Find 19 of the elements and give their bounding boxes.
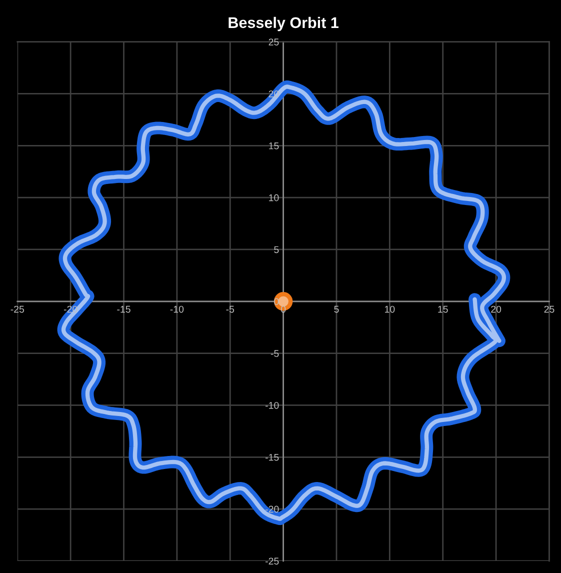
- y-tick-label: 5: [274, 246, 279, 254]
- x-tick-label: 20: [491, 306, 502, 313]
- y-tick-label: -15: [266, 454, 279, 461]
- y-tick-label: 25: [268, 38, 279, 46]
- chart-title: Bessely Orbit 1: [228, 16, 339, 32]
- x-tick-label: -25: [10, 306, 24, 313]
- x-tick-label: 15: [438, 306, 448, 313]
- x-tick-label: 10: [385, 306, 395, 313]
- y-tick-label: -10: [266, 402, 279, 409]
- x-tick-label: 25: [544, 306, 554, 313]
- y-tick-label: -5: [270, 350, 279, 357]
- y-tick-label: 15: [269, 142, 279, 150]
- y-tick-label: -25: [266, 558, 279, 565]
- x-tick-label: -15: [117, 306, 130, 313]
- x-tick-label: -5: [226, 306, 234, 313]
- x-tick-label: 5: [334, 306, 339, 313]
- x-tick-label: -10: [170, 306, 184, 313]
- x-tick-label: -20: [64, 306, 78, 313]
- y-tick-label: 10: [269, 194, 279, 202]
